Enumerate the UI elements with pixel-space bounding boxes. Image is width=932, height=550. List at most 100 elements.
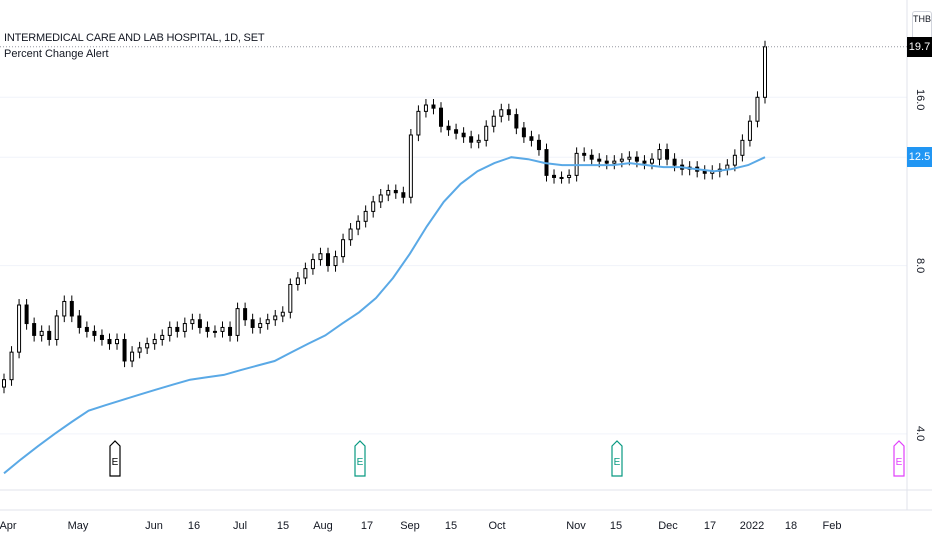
candle-body [627,156,632,160]
candle-body [672,158,677,166]
x-tick-label: May [67,520,89,532]
candle-body [371,201,376,212]
candle-body [92,330,97,336]
candle-body [514,114,519,129]
candle-body [250,319,255,328]
candle-body [318,253,323,261]
candle-body [137,347,142,353]
last-price-badge: 19.7 [907,36,932,57]
candle-body [220,326,225,332]
candle-body [54,315,59,340]
candle-body [288,283,293,313]
candle-body [235,308,240,336]
candle-body [521,127,526,138]
x-tick-label: Jul [232,520,248,532]
earnings-marker-label: E [112,457,119,468]
earnings-marker-label: E [614,457,621,468]
candle-body [122,338,127,362]
candle-body [619,158,624,162]
x-tick-label: Feb [822,520,842,532]
candle-body [589,154,594,160]
candle-body [657,149,662,160]
candle-body [160,334,165,340]
candle-body [190,319,195,325]
candle-body [2,379,6,388]
moving-average-line [3,156,766,475]
candle-body [755,96,760,122]
candle-body [47,330,52,340]
candle-body [446,125,451,131]
candle-body [469,136,474,143]
ma-price-badge: 12.5 [907,147,932,168]
candle-body [310,259,315,270]
candle-body [69,300,74,317]
candle-body [499,109,504,117]
y-tick-label: 4.0 [914,425,926,442]
indicator-title[interactable]: Percent Change Alert [4,48,109,60]
candle-body [17,304,22,353]
candle-body [386,189,391,196]
candle-body [604,160,609,164]
candle-body [152,338,157,345]
candle-body [439,107,444,127]
candle-body [273,315,278,321]
candle-body [378,194,383,203]
candle-body [258,323,263,328]
candle-body [597,158,602,162]
x-tick-label: Jun [145,520,163,532]
candle-body [582,152,587,156]
candle-body [408,134,413,198]
candle-body [476,139,481,143]
candle-body [265,319,270,325]
earnings-marker-flag [611,440,623,477]
candle-body [130,351,135,362]
candle-body [303,268,308,279]
x-tick-label: 17 [360,520,374,532]
candle-body [115,338,120,345]
candle-body [333,256,338,267]
candle-body [107,338,112,345]
candle-body [295,277,300,285]
candle-body [228,326,233,336]
x-tick-label: 16 [187,520,201,532]
candle-body [416,110,421,136]
candle-body [84,326,89,332]
candle-body [205,326,210,332]
candle-body [145,343,150,349]
candle-body [529,136,534,141]
earnings-marker-label: E [357,457,364,468]
candle-body [431,104,436,109]
candle-body [39,330,44,336]
y-tick-label: 16.0 [914,89,926,111]
candle-body [182,323,187,332]
candle-body [740,139,745,156]
x-tick-label: Oct [488,520,506,532]
candle-body [325,253,330,267]
x-tick-label: 2022 [739,520,765,532]
x-tick-label: Aug [313,520,333,532]
x-tick-label: 17 [703,520,717,532]
candle-body [763,46,767,98]
candle-body [552,174,557,178]
symbol-title[interactable]: INTERMEDICAL CARE AND LAB HOSPITAL, 1D, … [4,32,265,44]
candle-body [702,170,707,174]
candle-body [62,300,67,317]
candle-body [665,149,670,160]
x-tick-label: 15 [444,520,458,532]
candle-body [747,120,752,141]
earnings-marker-flag [109,440,121,477]
candle-body [197,319,202,328]
candle-body [175,326,180,332]
candle-body [348,228,353,241]
earnings-marker-label: E [896,457,903,468]
x-tick-label: Dec [658,520,678,532]
earnings-marker-flag [354,440,366,477]
candle-body [491,115,496,127]
x-tick-label: Sep [400,520,420,532]
candle-body [506,109,511,116]
x-tick-label: Nov [566,520,586,532]
candle-body [393,189,398,194]
candle-body [32,323,37,336]
candle-body [401,192,406,198]
